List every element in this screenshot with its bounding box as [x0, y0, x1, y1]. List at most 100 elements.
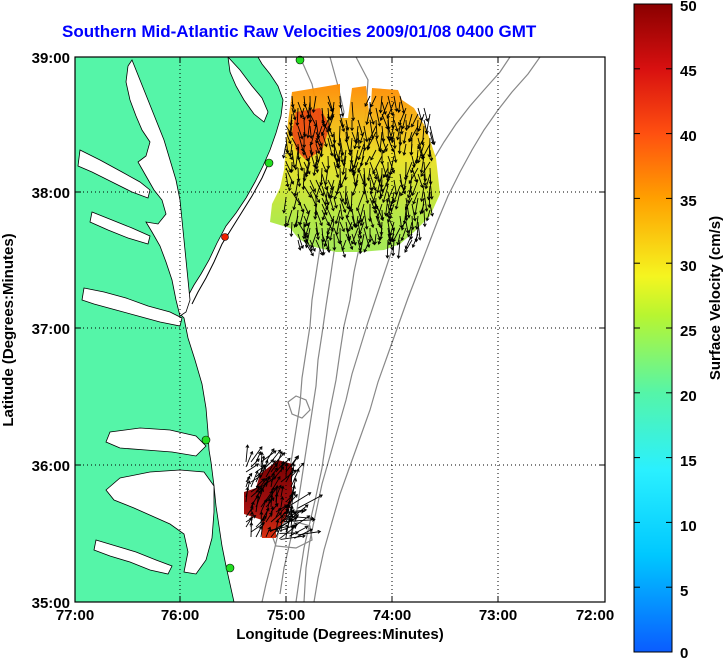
- velocity-arrow: [332, 131, 337, 144]
- velocity-arrow: [373, 233, 378, 246]
- velocity-arrow: [355, 191, 365, 212]
- velocity-arrow: [336, 149, 341, 163]
- station-marker: [295, 55, 305, 65]
- velocity-arrow: [327, 191, 335, 212]
- delaware-bay: [227, 57, 269, 123]
- velocity-arrow: [334, 209, 341, 225]
- velocity-arrow: [250, 470, 259, 488]
- velocity-arrow: [357, 131, 361, 150]
- velocity-arrow: [297, 529, 322, 536]
- velocity-arrow: [369, 173, 377, 192]
- x-tick-label: 74:00: [373, 607, 411, 624]
- velocity-arrow: [397, 137, 402, 155]
- station-marker: [201, 435, 211, 445]
- velocity-arrow: [284, 508, 308, 513]
- velocity-arrow: [280, 485, 285, 498]
- velocity-arrow: [250, 522, 266, 533]
- velocity-arrow: [292, 191, 299, 211]
- velocity-arrow: [339, 101, 345, 117]
- velocity-arrow: [382, 143, 389, 154]
- velocity-arrow: [270, 476, 281, 493]
- velocity-arrow: [297, 125, 304, 140]
- velocity-arrow: [339, 173, 347, 189]
- velocity-arrow: [337, 155, 341, 169]
- velocity-arrow: [268, 524, 290, 532]
- velocity-arrow: [404, 239, 413, 253]
- north-velocity-vectors: [281, 95, 436, 260]
- velocity-arrow: [380, 209, 385, 221]
- velocity-arrow: [417, 173, 424, 189]
- velocity-arrow: [270, 512, 283, 523]
- colorbar-tick-label: 35: [680, 193, 697, 210]
- velocity-arrow: [337, 125, 342, 147]
- colorbar-tick-label: 20: [680, 388, 697, 405]
- velocity-arrow: [333, 197, 338, 209]
- velocity-arrow: [285, 149, 293, 161]
- velocity-arrow: [269, 494, 274, 508]
- velocity-arrow: [425, 209, 431, 222]
- station-marker: [264, 158, 274, 168]
- velocity-arrow: [363, 239, 371, 253]
- velocity-arrow: [306, 101, 311, 120]
- velocity-arrow: [275, 507, 282, 518]
- x-tick-label: 75:00: [267, 607, 305, 624]
- velocity-arrow: [411, 233, 419, 249]
- velocity-arrow: [422, 173, 427, 187]
- velocity-arrow: [303, 215, 309, 227]
- radar-stations: [201, 55, 305, 573]
- velocity-arrow: [326, 239, 331, 254]
- velocity-arrow: [265, 497, 275, 508]
- velocity-arrow: [341, 155, 347, 176]
- velocity-arrow: [351, 233, 357, 246]
- velocity-arrow: [309, 125, 314, 140]
- velocity-arrow: [370, 95, 377, 108]
- velocity-arrow: [345, 215, 354, 231]
- colorbar-tick-label: 5: [680, 583, 688, 600]
- velocity-arrow: [410, 113, 419, 128]
- velocity-arrow: [357, 221, 363, 240]
- velocity-arrow: [321, 239, 326, 256]
- velocity-arrow: [320, 119, 329, 137]
- velocity-arrow: [327, 125, 334, 138]
- velocity-arrow: [357, 203, 365, 224]
- x-tick-label: 73:00: [479, 607, 517, 624]
- y-tick-label: 38:00: [32, 185, 70, 202]
- y-axis-label: Latitude (Degrees:Minutes): [0, 233, 17, 426]
- velocity-arrow: [304, 221, 311, 236]
- velocity-arrow: [364, 155, 371, 166]
- velocity-arrow: [339, 221, 345, 233]
- velocity-arrow: [250, 485, 260, 493]
- velocity-arrow: [321, 131, 328, 148]
- velocity-arrow: [429, 149, 434, 162]
- y-tick-label: 37:00: [32, 321, 70, 338]
- velocity-arrow: [424, 173, 431, 190]
- velocity-arrow: [369, 197, 376, 210]
- velocity-arrow: [345, 227, 352, 240]
- velocity-arrow: [265, 459, 276, 478]
- station-marker-alert: [221, 233, 229, 241]
- velocity-arrow: [315, 155, 320, 174]
- velocity-arrow: [285, 173, 290, 188]
- velocity-arrow: [270, 472, 276, 488]
- velocity-arrow: [347, 221, 353, 233]
- colorbar-tick-label: 30: [680, 258, 697, 275]
- velocity-arrow: [379, 101, 389, 122]
- velocity-arrow: [370, 149, 377, 161]
- velocity-arrow: [388, 233, 395, 246]
- velocity-arrow: [327, 131, 335, 148]
- colorbar-tick-label: 45: [680, 63, 697, 80]
- velocity-arrow: [423, 107, 429, 122]
- velocity-arrow: [371, 191, 377, 204]
- velocity-arrow: [343, 185, 348, 206]
- velocity-arrow: [265, 448, 275, 463]
- velocity-arrow: [260, 455, 266, 473]
- velocity-arrow: [363, 185, 370, 204]
- velocity-arrow: [400, 227, 407, 242]
- velocity-arrow: [297, 101, 306, 121]
- velocity-arrow: [291, 515, 311, 529]
- velocity-arrow: [259, 511, 264, 528]
- colorbar: [633, 3, 673, 653]
- velocity-arrow: [301, 173, 306, 191]
- velocity-arrow: [291, 107, 297, 121]
- velocity-arrow: [345, 137, 352, 157]
